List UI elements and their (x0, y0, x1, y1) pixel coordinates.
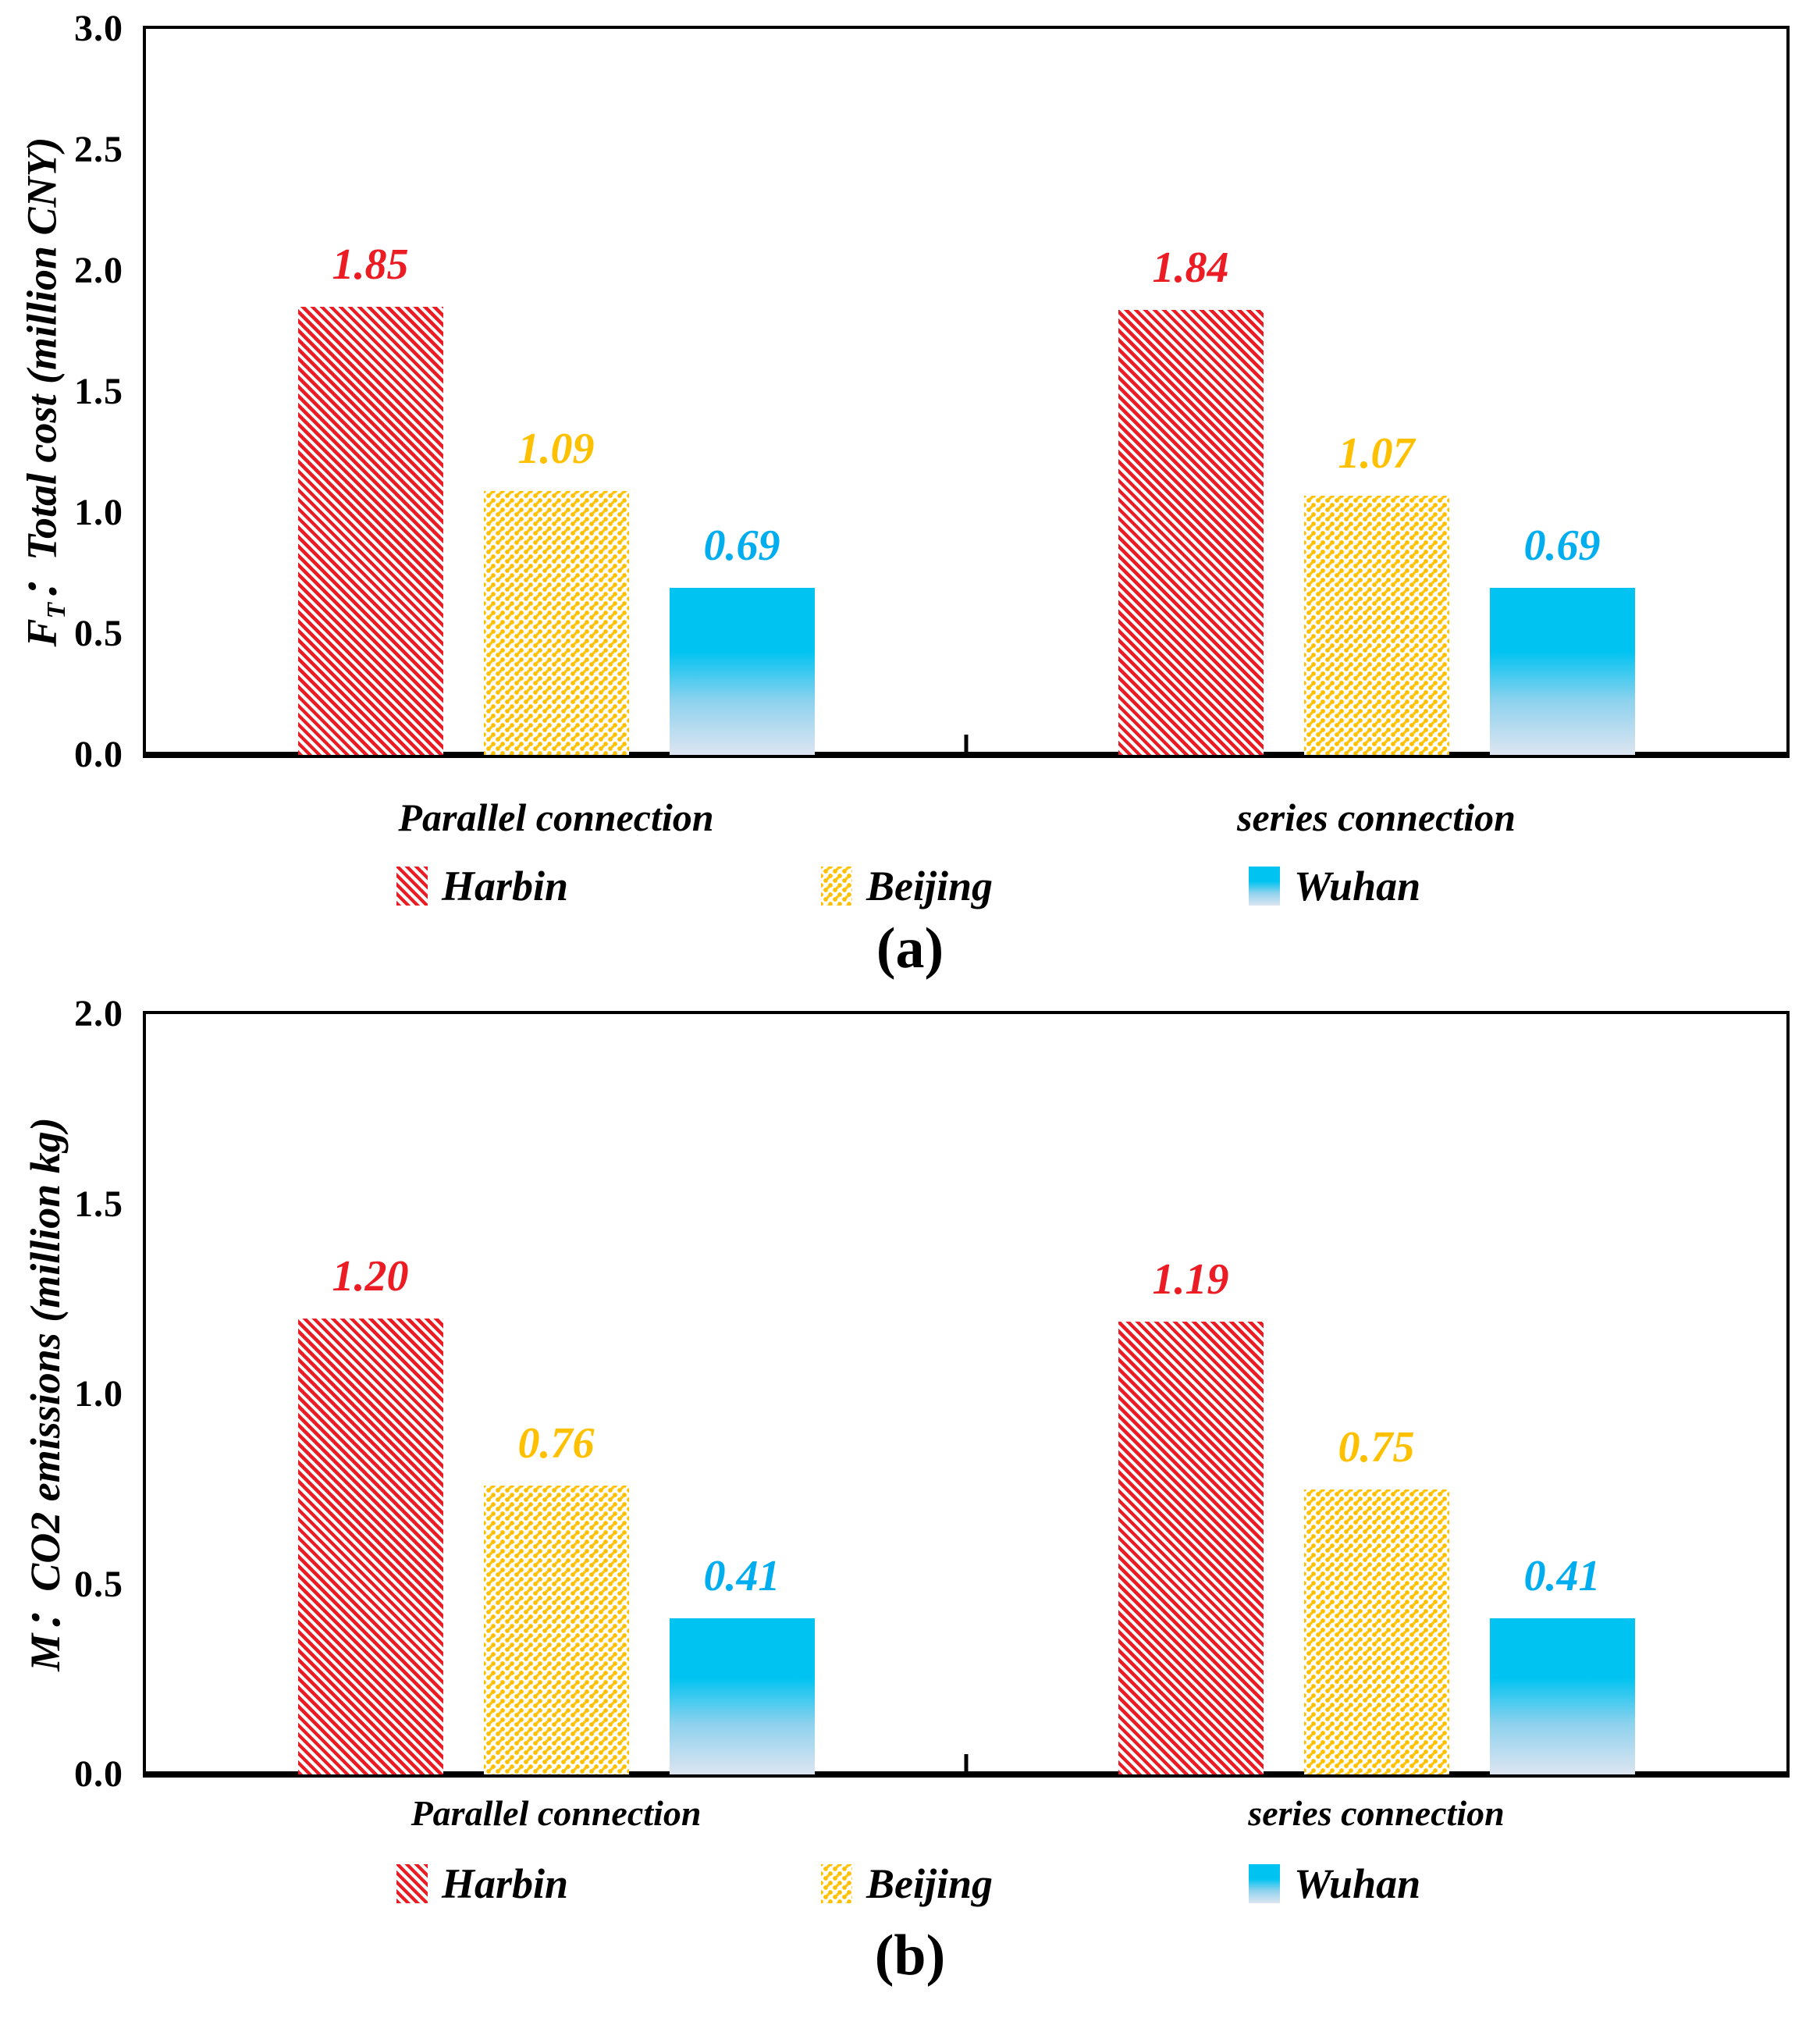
bar-harbin-parallel-connection: 1.85 (297, 243, 443, 755)
bar-group-series-connection: 1.84 1.07 0.69 (1118, 246, 1635, 755)
bar-value-label: 1.85 (332, 240, 409, 289)
plot-area: 1.85 1.09 0.69 1.84 1.07 0.69 (143, 26, 1790, 758)
legend-item-harbin: Harbin (396, 865, 568, 907)
x-axis-line (143, 1771, 1790, 1778)
x-category-label-parallel-connection: Parallel connection (398, 795, 714, 839)
bar-value-label: 0.41 (1523, 1552, 1601, 1600)
bar-wuhan-parallel-connection: 0.41 (669, 1554, 815, 1774)
bar-wuhan-series-connection: 0.69 (1489, 524, 1635, 755)
legend-swatch-wuhan (1249, 1864, 1280, 1903)
caption-b: (b) (874, 1924, 946, 1988)
y-axis-title-part: M (22, 1633, 69, 1671)
legend-label: Harbin (442, 863, 569, 909)
y-tick-label: 2.5 (74, 129, 123, 170)
bar-value-label: 0.76 (517, 1419, 595, 1468)
bar-value-label: 1.07 (1338, 429, 1415, 478)
legend-label: Beijing (866, 1860, 994, 1907)
bar-harbin-series-connection: 1.19 (1118, 1258, 1264, 1774)
legend-item-wuhan: Wuhan (1249, 865, 1420, 907)
legend-label: Wuhan (1294, 1860, 1421, 1907)
y-tick-label: 1.0 (74, 1373, 123, 1415)
legend-swatch-harbin (396, 1864, 428, 1903)
legend-swatch-beijing (821, 1864, 852, 1903)
legend: Harbin Beijing Wuhan (143, 1863, 1790, 1919)
y-tick-label: 1.5 (74, 1183, 123, 1225)
y-tick-label: 3.0 (74, 8, 123, 49)
bar-group-parallel-connection: 1.85 1.09 0.69 (297, 243, 815, 755)
bar-value-label: 1.20 (332, 1252, 409, 1301)
y-tick-label: 0.5 (74, 613, 123, 654)
bar-value-label: 0.69 (1523, 521, 1601, 570)
y-tick-label: 1.0 (74, 492, 123, 533)
x-axis-center-tick (964, 1754, 969, 1774)
legend-swatch-wuhan (1249, 867, 1280, 906)
legend-label: Wuhan (1294, 863, 1421, 909)
bar-wuhan-series-connection: 0.41 (1489, 1554, 1635, 1774)
bar-value-label: 0.69 (703, 521, 780, 570)
caption-a: (a) (876, 916, 944, 981)
x-axis-center-tick (964, 735, 969, 755)
y-tick-label: 0.0 (74, 1753, 123, 1795)
bar-harbin-series-connection: 1.84 (1118, 246, 1264, 755)
bar-group-parallel-connection: 1.20 0.76 0.41 (297, 1255, 815, 1774)
bar-value-label: 1.09 (517, 425, 595, 473)
y-tick-label: 2.0 (74, 250, 123, 291)
x-category-label-series-connection: series connection (1237, 795, 1516, 839)
x-axis-line (143, 752, 1790, 758)
legend-item-beijing: Beijing (821, 1863, 993, 1905)
legend: Harbin Beijing Wuhan (143, 865, 1790, 921)
y-tick-label: 0.0 (74, 734, 123, 775)
bar-value-label: 1.19 (1152, 1255, 1229, 1304)
legend-label: Beijing (866, 863, 994, 909)
legend-label: Harbin (442, 1860, 569, 1907)
legend-swatch-harbin (396, 867, 428, 906)
bar-beijing-series-connection: 1.07 (1303, 432, 1449, 755)
legend-item-wuhan: Wuhan (1249, 1863, 1420, 1905)
bar-beijing-parallel-connection: 1.09 (483, 427, 629, 755)
legend-item-beijing: Beijing (821, 865, 993, 907)
bar-value-label: 1.84 (1152, 244, 1229, 292)
legend-swatch-beijing (821, 867, 852, 906)
bar-group-series-connection: 1.19 0.75 0.41 (1118, 1258, 1635, 1774)
bar-beijing-series-connection: 0.75 (1303, 1425, 1449, 1774)
y-tick-label: 1.5 (74, 371, 123, 412)
x-category-label-parallel-connection: Parallel connection (411, 1793, 702, 1833)
bar-value-label: 0.75 (1338, 1423, 1415, 1472)
y-tick-label: 0.5 (74, 1563, 123, 1605)
bar-wuhan-parallel-connection: 0.69 (669, 524, 815, 755)
y-tick-label: 2.0 (74, 993, 123, 1034)
legend-item-harbin: Harbin (396, 1863, 568, 1905)
bar-harbin-parallel-connection: 1.20 (297, 1255, 443, 1774)
x-category-label-series-connection: series connection (1248, 1793, 1505, 1833)
plot-area: 1.20 0.76 0.41 1.19 0.75 0.41 (143, 1011, 1790, 1778)
bar-value-label: 0.41 (703, 1552, 780, 1600)
bar-beijing-parallel-connection: 0.76 (483, 1422, 629, 1774)
